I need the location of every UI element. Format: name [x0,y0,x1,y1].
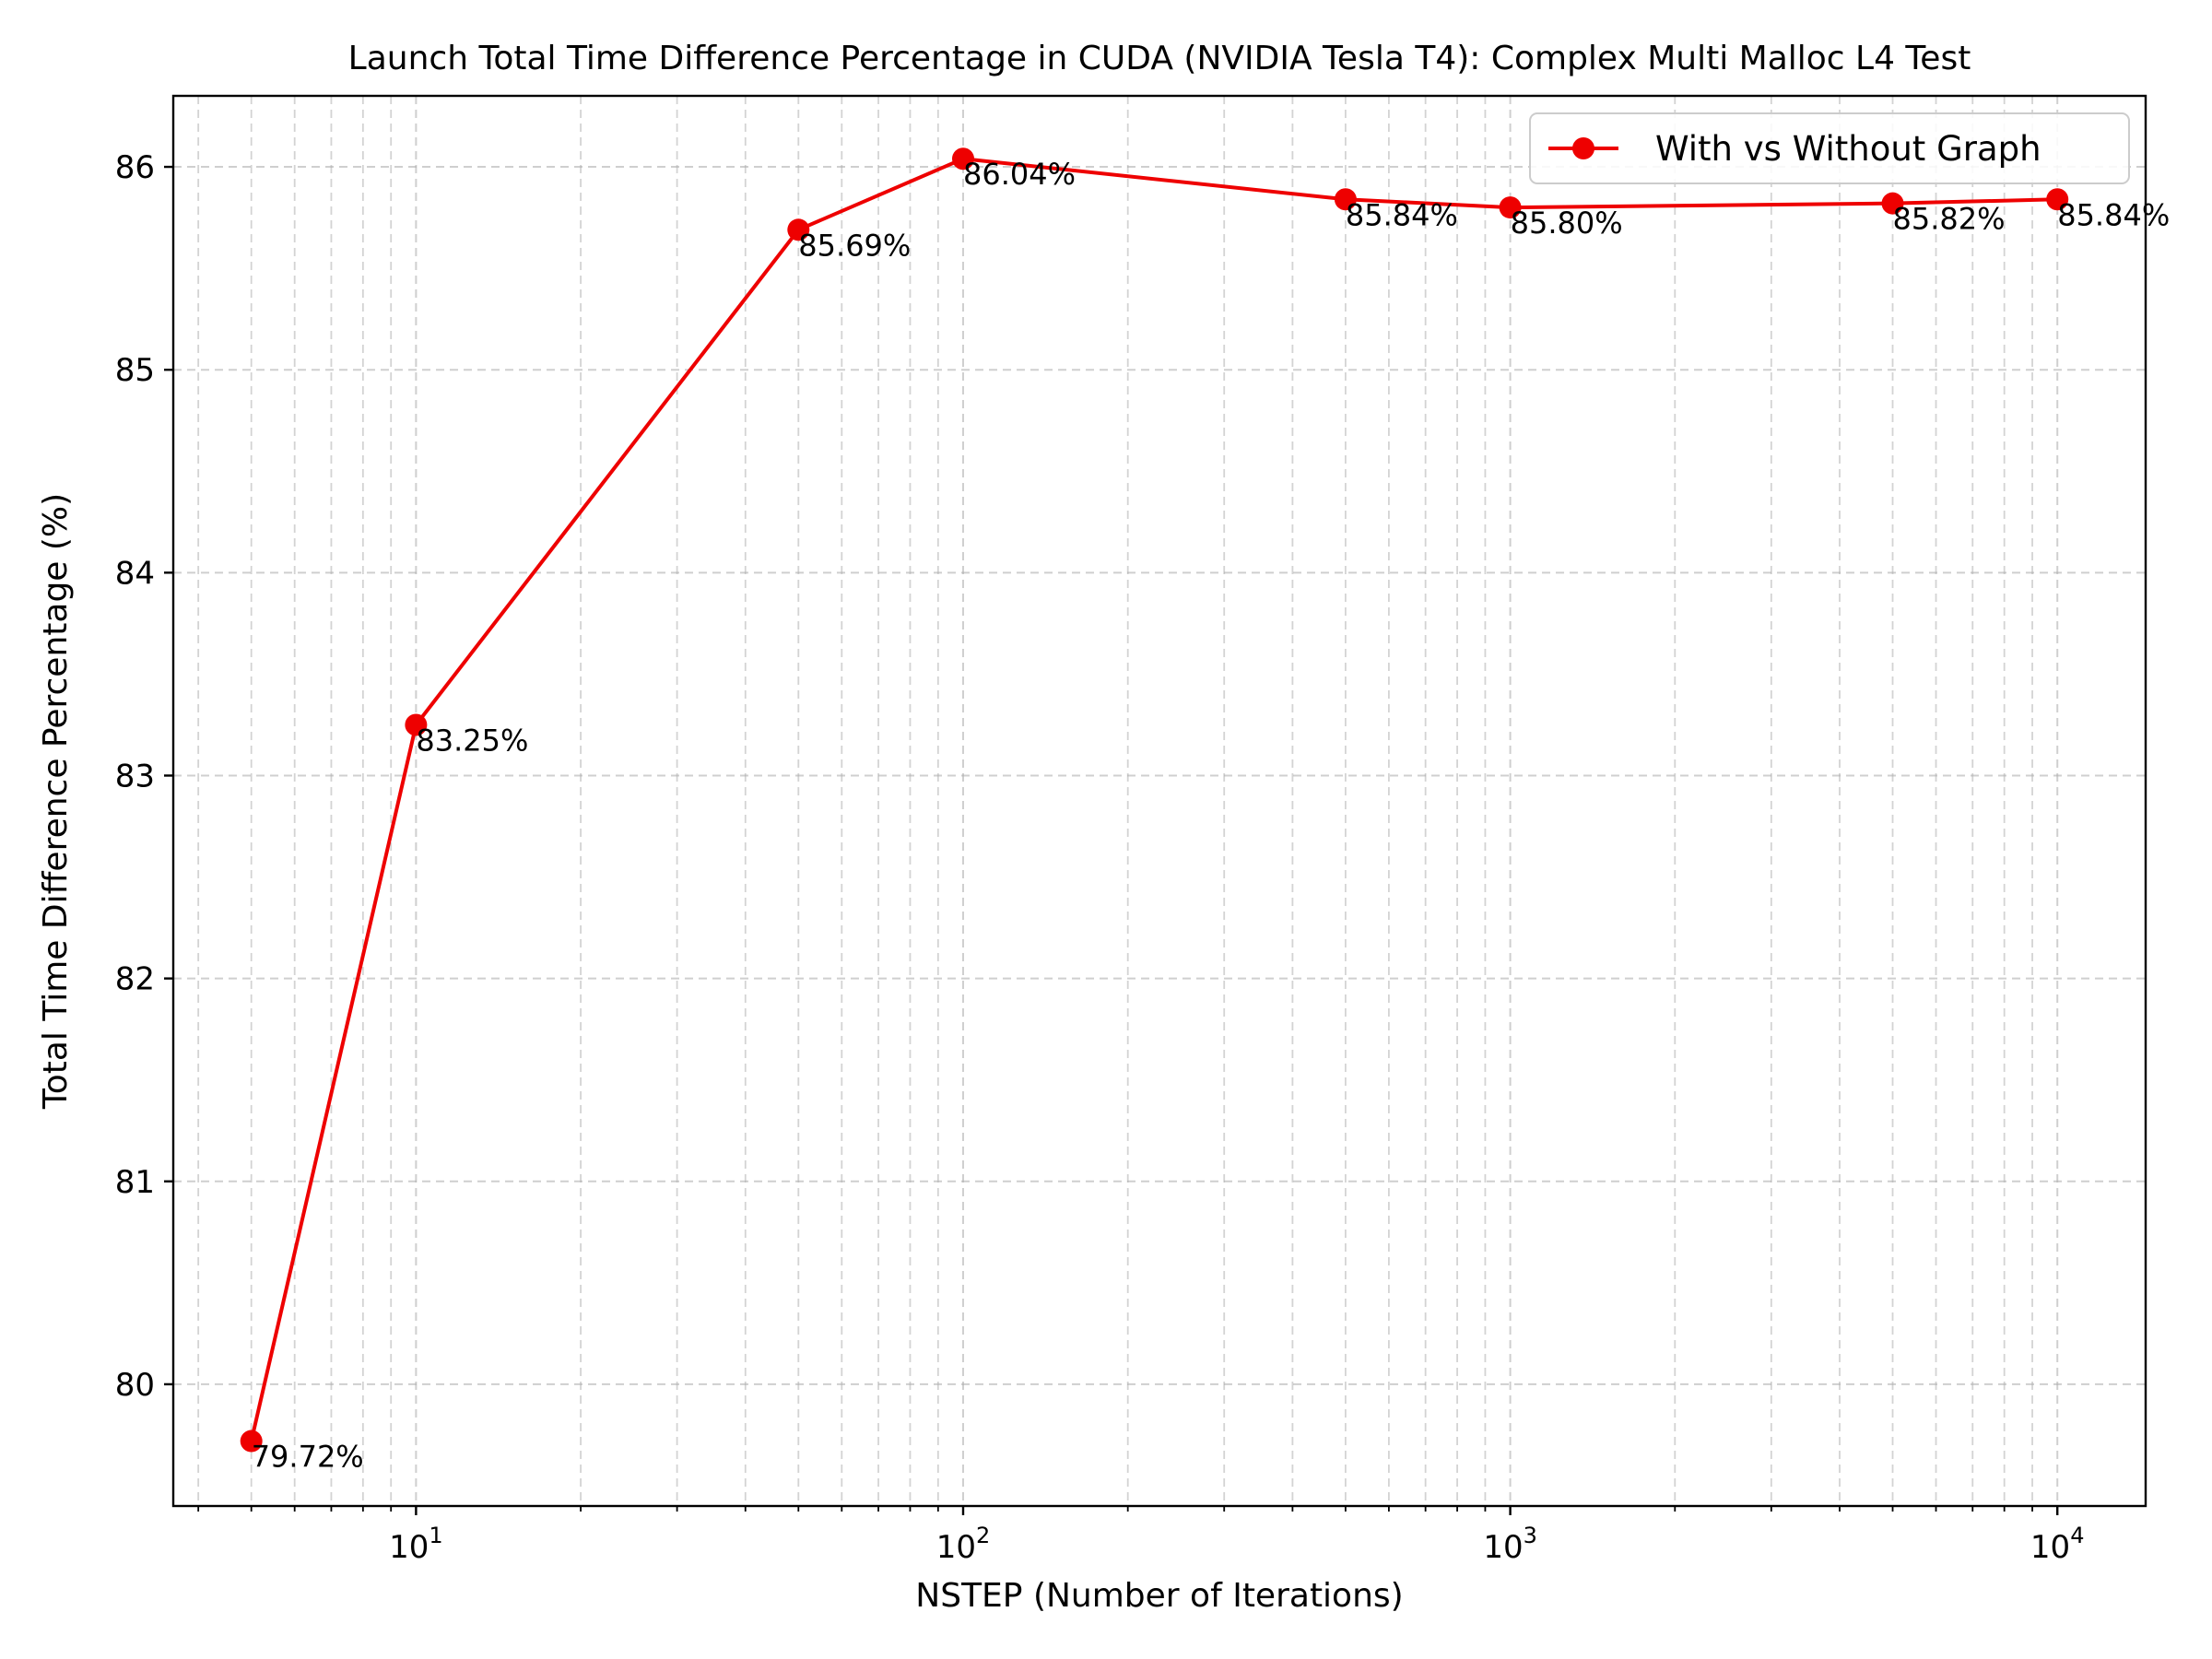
y-tick-label: 82 [115,961,155,998]
data-point [405,713,428,736]
data-point [787,218,810,241]
x-tick-label-exponent: 3 [1524,1523,1537,1548]
x-tick-label: 104 [2030,1523,2085,1566]
x-axis-label: NSTEP (Number of Iterations) [915,1577,1403,1615]
legend-marker [1572,137,1594,159]
data-label: 85.82% [1893,202,2006,237]
data-label: 79.72% [252,1440,364,1475]
series-layer: 79.72% 83.25% 85.69% 86.04% 85.84% 85.80% 85.8… [240,147,2170,1475]
grid [173,96,2146,1506]
y-axis-label: Total Time Difference Percentage (%) [37,493,75,1110]
legend[interactable]: With vs Without Graph [1529,112,2130,184]
data-point [1499,196,1522,219]
x-tick-label-base: 10 [936,1529,976,1566]
data-label: 86.04% [963,157,1076,192]
y-tick-label: 85 [115,352,155,389]
x-tick-label-exponent: 2 [976,1523,990,1548]
series-line [249,157,2058,1442]
data-label: 83.25% [416,723,528,758]
x-tick-label-exponent: 1 [429,1523,442,1548]
data-point [951,147,974,171]
x-tick-label-base: 10 [2030,1529,2070,1566]
x-tick-label: 102 [936,1523,991,1566]
x-tick-label-base: 10 [389,1529,429,1566]
x-tick-label-exponent: 4 [2070,1523,2084,1548]
y-tick-label: 84 [115,555,155,592]
y-tick-label: 81 [115,1164,155,1201]
data-label: 85.69% [798,228,911,263]
data-label: 85.84% [2057,197,2170,232]
x-tick-label-base: 10 [1483,1529,1523,1566]
data-point [2046,188,2069,211]
legend-label: With vs Without Graph [1655,129,2041,169]
y-tick-label: 80 [115,1367,155,1404]
data-label: 85.84% [1346,197,1458,232]
data-point [1334,188,1357,211]
x-tick-label: 103 [1483,1523,1537,1566]
plot-frame [171,94,2147,1508]
data-point [240,1430,263,1453]
legend-box [1529,112,2130,184]
y-tick-label: 86 [115,149,155,186]
chart-title: Launch Total Time Difference Percentage … [348,40,1971,77]
data-point [1881,192,1904,215]
x-tick-label: 101 [389,1523,443,1566]
data-label: 85.80% [1511,206,1623,241]
y-tick-label: 83 [115,758,155,794]
